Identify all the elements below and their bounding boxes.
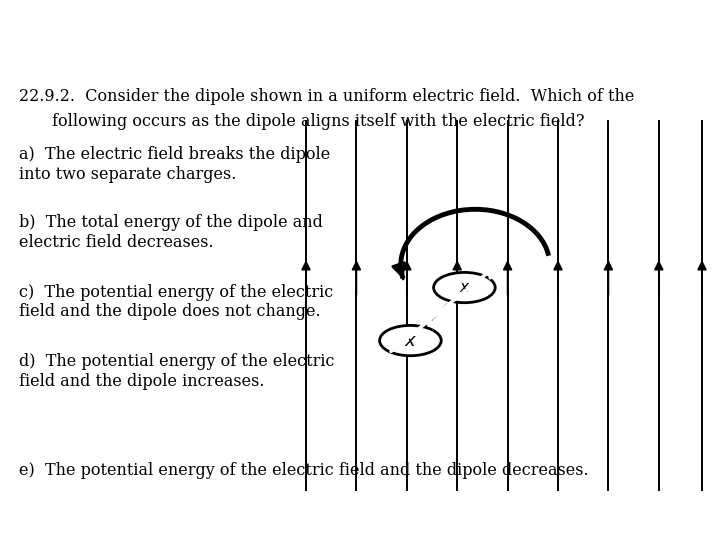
Text: c)  The potential energy of the electric
field and the dipole does not change.: c) The potential energy of the electric … — [19, 284, 333, 320]
Text: b)  The total energy of the dipole and
electric field decreases.: b) The total energy of the dipole and el… — [19, 214, 323, 251]
Text: following occurs as the dipole aligns itself with the electric field?: following occurs as the dipole aligns it… — [52, 113, 585, 130]
Text: e)  The potential energy of the electric field and the dipole decreases.: e) The potential energy of the electric … — [19, 462, 589, 479]
Text: $\mathit{x}$: $\mathit{x}$ — [404, 332, 417, 349]
Text: $\mathit{x}$: $\mathit{x}$ — [459, 280, 470, 295]
Ellipse shape — [433, 272, 495, 303]
Text: 22.9.2.  Consider the dipole shown in a uniform electric field.  Which of the: 22.9.2. Consider the dipole shown in a u… — [19, 88, 635, 105]
Text: d)  The potential energy of the electric
field and the dipole increases.: d) The potential energy of the electric … — [19, 353, 335, 390]
Ellipse shape — [379, 326, 441, 356]
Text: a)  The electric field breaks the dipole
into two separate charges.: a) The electric field breaks the dipole … — [19, 146, 330, 183]
Text: WILEY: WILEY — [35, 8, 103, 27]
